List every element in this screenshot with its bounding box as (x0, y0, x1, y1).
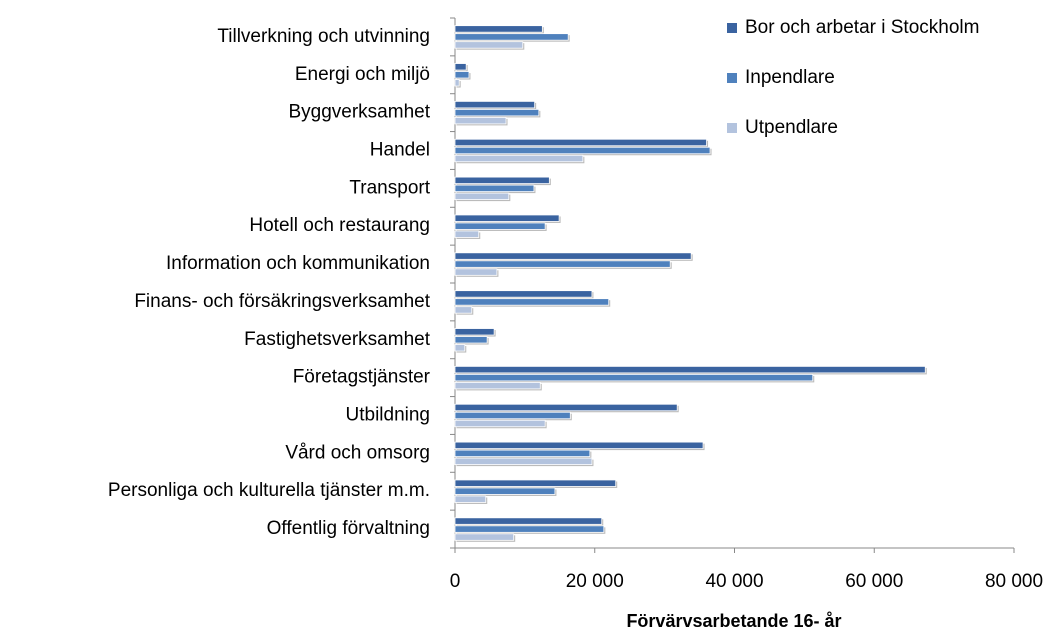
bar (454, 138, 707, 147)
bar (454, 365, 926, 374)
bar (454, 419, 546, 428)
bar (454, 517, 603, 525)
bar (454, 479, 617, 487)
bar (454, 449, 591, 458)
bar (454, 495, 487, 503)
y-tick-label: Energi och miljö (295, 64, 430, 85)
y-tick-label: Hotell och restaurang (249, 215, 430, 236)
bar (454, 403, 678, 412)
bar (454, 252, 692, 260)
bar (454, 268, 498, 276)
legend-label: Utpendlare (745, 117, 838, 138)
legend-swatch (727, 23, 737, 33)
bar (454, 116, 507, 125)
bar (454, 260, 671, 268)
bar (454, 146, 711, 155)
bar (454, 176, 550, 185)
y-tick-label: Vård och omsorg (285, 442, 430, 463)
y-tick-label: Fastighetsverksamhet (244, 329, 431, 350)
bar (454, 79, 460, 87)
bar (454, 154, 584, 163)
y-tick-label: Offentlig förvaltning (267, 518, 430, 539)
bar (454, 487, 556, 495)
bar (454, 457, 593, 466)
bar (454, 33, 569, 41)
bar (454, 41, 524, 49)
y-tick-label: Utbildning (346, 405, 431, 426)
legend-label: Inpendlare (745, 67, 835, 88)
bar (454, 100, 536, 109)
bar (454, 381, 541, 390)
bar (454, 298, 610, 306)
bar (454, 373, 814, 382)
y-tick-label: Personliga och kulturella tjänster m.m. (108, 480, 430, 501)
bar (454, 192, 510, 201)
bar (454, 214, 560, 222)
y-tick-label: Handel (370, 140, 430, 161)
bar (454, 411, 571, 420)
bar (454, 290, 593, 298)
bar (454, 71, 470, 79)
x-tick-label: 0 (450, 571, 461, 592)
y-tick-label: Finans- och försäkringsverksamhet (134, 291, 430, 312)
y-tick-label: Transport (349, 177, 430, 198)
bar (454, 344, 466, 352)
x-axis-label: Förvärvsarbetande 16- år (626, 611, 841, 631)
bar (454, 25, 543, 33)
bar (454, 306, 473, 314)
bar (454, 222, 546, 230)
legend-label: Bor och arbetar i Stockholm (745, 17, 979, 38)
y-tick-label: Företagstjänster (293, 367, 431, 388)
x-tick-label: 80 000 (985, 571, 1043, 592)
legend-swatch (727, 123, 737, 133)
bar (454, 328, 495, 336)
legend-swatch (727, 73, 737, 83)
x-tick-label: 20 000 (566, 571, 624, 592)
bar (454, 525, 605, 533)
bar (454, 533, 515, 541)
x-tick-label: 60 000 (845, 571, 903, 592)
bar (454, 441, 704, 450)
bar (454, 63, 467, 71)
y-tick-label: Tillverkning och utvinning (217, 26, 430, 47)
bar (454, 108, 540, 117)
y-tick-label: Byggverksamhet (288, 102, 430, 123)
bar (454, 336, 488, 344)
x-tick-label: 40 000 (705, 571, 763, 592)
bar (454, 230, 480, 238)
y-tick-label: Information och kommunikation (166, 253, 430, 274)
bar (454, 184, 535, 193)
